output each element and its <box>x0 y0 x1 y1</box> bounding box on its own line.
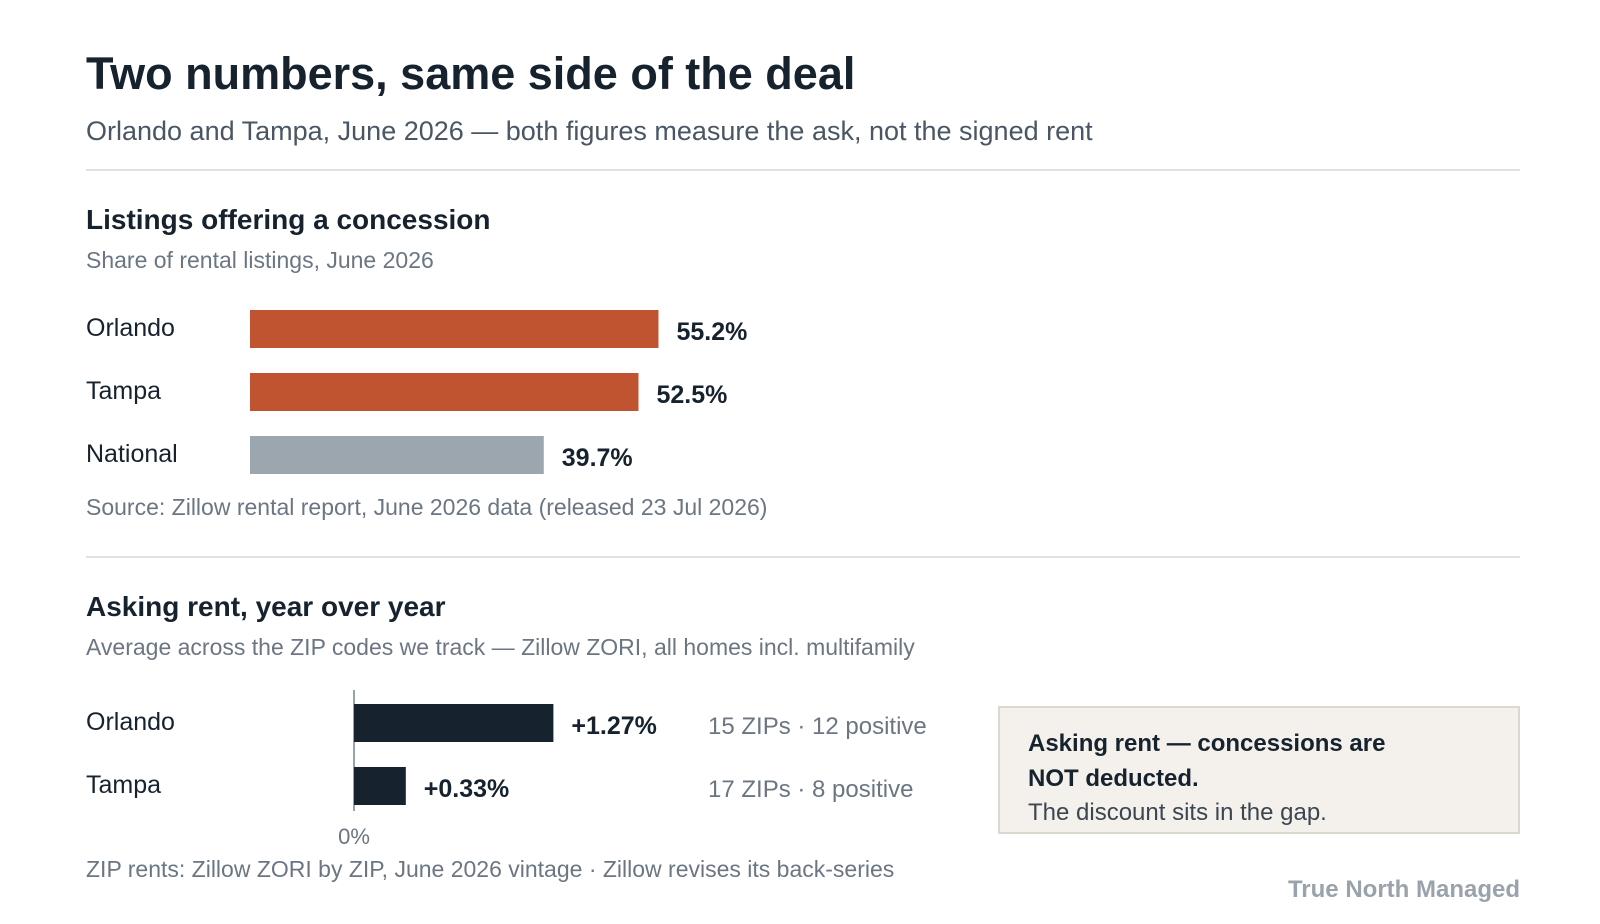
note-body: The discount sits in the gap. <box>1028 799 1327 826</box>
bar <box>250 436 544 474</box>
data-label: +0.33% <box>424 775 510 803</box>
category-label: Orlando <box>86 708 175 736</box>
rent-section-title: Asking rent, year over year <box>86 591 446 622</box>
data-label: 52.5% <box>657 381 728 409</box>
page-subtitle: Orlando and Tampa, June 2026 — both figu… <box>86 116 1093 146</box>
page-title: Two numbers, same side of the deal <box>86 48 856 99</box>
concessions-source: Source: Zillow rental report, June 2026 … <box>86 494 768 520</box>
category-label: Tampa <box>86 771 161 799</box>
concessions-section-title: Listings offering a concession <box>86 204 491 235</box>
data-label: +1.27% <box>571 712 657 740</box>
category-label: Orlando <box>86 314 175 342</box>
rent-source: ZIP rents: Zillow ZORI by ZIP, June 2026… <box>86 856 895 882</box>
rent-yoy-bar-chart: Orlando +1.27% 15 ZIPs · 12 positive Tampa +… <box>86 690 927 849</box>
brand-label: True North Managed <box>1287 876 1520 903</box>
zero-tick-label: 0% <box>338 824 370 849</box>
divider <box>86 556 1520 558</box>
concessions-bar-chart: Orlando 55.2% Tampa 52.5% National 39.7% <box>86 310 747 474</box>
rent-section-subtitle: Average across the ZIP codes we track — … <box>86 634 915 660</box>
divider <box>86 169 1520 171</box>
data-label: 55.2% <box>676 318 747 346</box>
category-label: National <box>86 440 178 468</box>
concessions-section-subtitle: Share of rental listings, June 2026 <box>86 247 434 273</box>
infographic: Two numbers, same side of the deal Orlan… <box>86 0 1520 924</box>
bar <box>250 310 659 348</box>
zip-count-note: 17 ZIPs · 8 positive <box>708 776 913 803</box>
zip-count-note: 15 ZIPs · 12 positive <box>708 713 927 740</box>
bar <box>250 373 639 411</box>
category-label: Tampa <box>86 377 161 405</box>
bar <box>354 767 406 805</box>
bar <box>354 704 554 742</box>
note-emphasis: Asking rent — concessions are NOT deduct… <box>1028 730 1386 792</box>
data-label: 39.7% <box>562 444 633 472</box>
callout-note: Asking rent — concessions are NOT deduct… <box>998 706 1520 834</box>
